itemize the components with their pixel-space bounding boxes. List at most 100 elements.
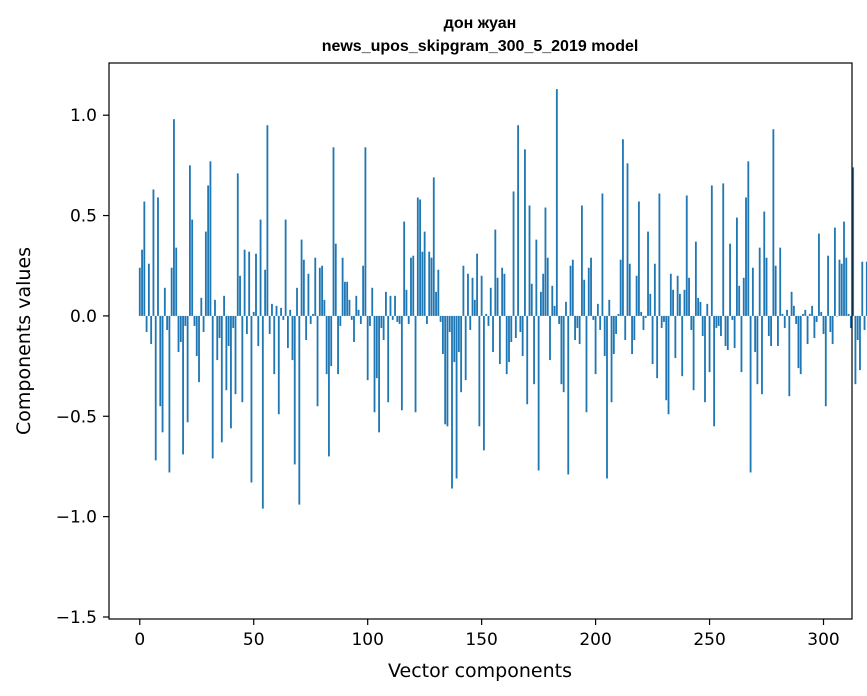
bar-311 (847, 313, 850, 316)
bar-126 (426, 315, 428, 324)
bar-305 (833, 227, 836, 316)
bar-231 (665, 315, 668, 401)
bar-200 (594, 315, 597, 375)
bar-278 (772, 129, 775, 316)
bar-239 (683, 289, 686, 316)
bar-166 (517, 125, 520, 316)
bar-246 (699, 301, 702, 316)
bar-28 (202, 315, 205, 332)
bar-267 (747, 161, 750, 316)
x-tick-label: 50 (243, 630, 265, 650)
bar-36 (220, 315, 223, 443)
y-axis-label: Components values (13, 247, 35, 435)
bar-220 (640, 311, 643, 316)
bar-303 (829, 315, 832, 332)
bar-19 (182, 315, 184, 455)
bar-133 (441, 315, 444, 355)
bar-207 (610, 315, 613, 403)
bar-2 (143, 201, 146, 316)
bar-107 (382, 315, 385, 340)
bar-32 (211, 315, 214, 459)
bar-42 (234, 315, 237, 395)
bar-171 (528, 205, 531, 316)
bar-316 (859, 315, 861, 371)
bar-310 (845, 257, 848, 316)
bar-227 (656, 315, 659, 379)
bar-125 (423, 231, 426, 316)
bar-54 (261, 315, 264, 509)
bar-289 (797, 315, 800, 369)
bar-93 (350, 315, 353, 320)
bar-60 (275, 305, 278, 316)
bar-5 (150, 315, 153, 345)
bar-208 (612, 315, 615, 355)
bar-151 (483, 315, 485, 451)
bar-177 (542, 273, 545, 316)
bar-145 (469, 315, 472, 330)
bar-147 (473, 299, 476, 316)
bar-250 (708, 315, 711, 373)
bar-170 (526, 315, 529, 405)
bar-71 (300, 239, 303, 316)
bar-8 (157, 197, 159, 316)
y-tick-label: 0.0 (70, 307, 97, 327)
bar-119 (410, 257, 412, 316)
bar-306 (836, 315, 839, 317)
bar-129 (432, 177, 435, 316)
bar-183 (555, 89, 558, 316)
bar-10 (161, 315, 164, 433)
bar-192 (576, 315, 579, 328)
bar-94 (353, 315, 355, 342)
bar-29 (204, 231, 207, 316)
bar-157 (496, 277, 499, 316)
bar-230 (663, 315, 665, 322)
bar-96 (357, 309, 360, 316)
bar-228 (658, 193, 661, 316)
bar-121 (414, 315, 417, 413)
bar-139 (455, 315, 458, 479)
bar-300 (822, 315, 825, 334)
bar-113 (396, 315, 399, 322)
bar-99 (364, 147, 367, 316)
bar-51 (255, 253, 257, 316)
bar-225 (651, 315, 654, 365)
bar-216 (631, 315, 633, 355)
bar-264 (740, 315, 743, 373)
bar-164 (512, 191, 515, 316)
bar-248 (704, 315, 706, 403)
bar-266 (745, 197, 747, 316)
bar-9 (159, 315, 162, 407)
bar-90 (343, 281, 346, 316)
y-tick-label: 0.5 (70, 207, 97, 227)
bar-134 (444, 315, 447, 425)
bar-258 (726, 315, 729, 351)
bar-299 (820, 311, 823, 316)
bar-180 (549, 315, 551, 361)
bar-245 (697, 297, 700, 316)
bar-108 (385, 291, 387, 316)
bar-197 (587, 267, 590, 316)
bar-158 (498, 315, 501, 365)
bar-161 (505, 315, 508, 375)
bar-59 (273, 315, 276, 375)
bar-91 (346, 281, 349, 316)
bar-175 (537, 315, 540, 471)
bar-100 (366, 315, 369, 381)
bar-84 (330, 315, 333, 367)
bar-313 (852, 167, 855, 316)
bar-193 (578, 315, 581, 345)
bar-297 (815, 315, 818, 322)
bar-97 (359, 315, 362, 324)
bar-87 (337, 315, 339, 375)
bar-98 (362, 265, 365, 316)
bar-31 (209, 161, 212, 316)
bar-291 (802, 313, 804, 316)
bar-152 (485, 313, 488, 316)
bar-137 (451, 315, 453, 489)
bar-195 (583, 279, 586, 316)
bar-55 (264, 269, 267, 316)
y-tick-label: −1.0 (56, 508, 97, 528)
bar-92 (348, 299, 351, 316)
bar-58 (271, 303, 273, 316)
y-tick-label: −0.5 (56, 407, 97, 427)
